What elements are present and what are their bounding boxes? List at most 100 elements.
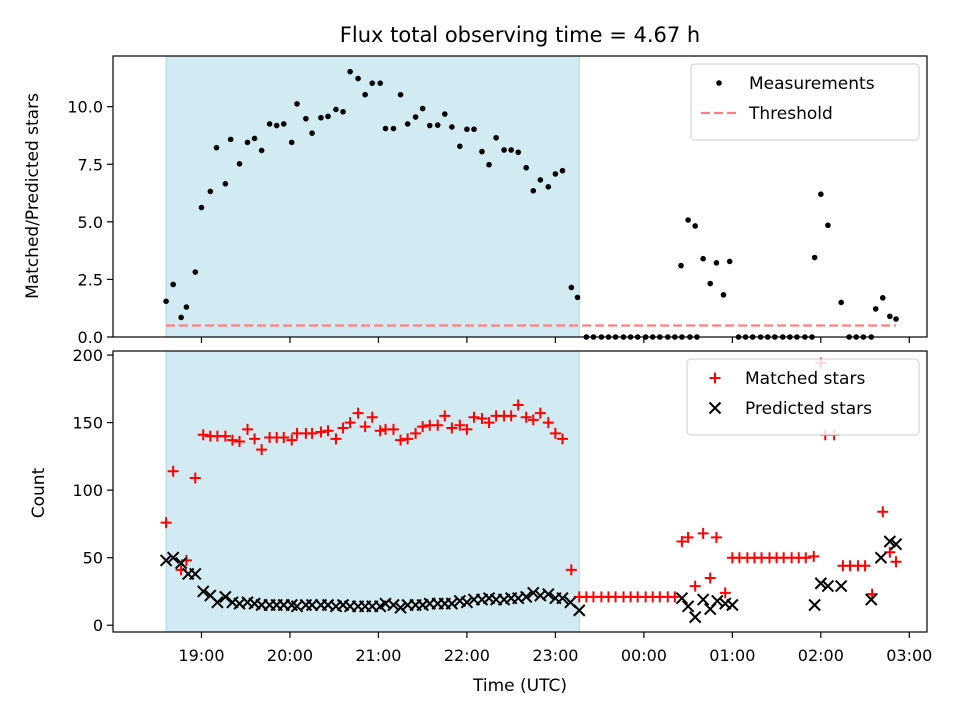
data-point xyxy=(355,75,361,82)
data-point xyxy=(278,431,290,443)
data-point xyxy=(394,601,407,614)
legend-label: Threshold xyxy=(748,104,833,124)
data-point xyxy=(893,316,899,322)
data-point xyxy=(318,114,324,121)
data-point xyxy=(552,171,559,177)
data-point xyxy=(697,527,709,539)
data-point xyxy=(178,314,184,321)
data-point xyxy=(692,223,698,229)
data-point xyxy=(412,114,419,120)
data-point xyxy=(333,106,339,113)
legend-swatch xyxy=(708,401,722,415)
y-tick-label: 5.0 xyxy=(78,213,103,232)
data-point xyxy=(889,537,903,551)
x-tick-label: 02:00 xyxy=(798,646,844,665)
x-tick-label: 22:00 xyxy=(444,646,490,665)
data-point xyxy=(486,161,492,168)
data-point xyxy=(410,427,422,439)
data-point xyxy=(719,587,731,599)
data-point xyxy=(258,147,265,154)
data-point xyxy=(457,143,463,150)
bottom-y-axis-label: Count xyxy=(29,467,49,518)
data-point xyxy=(213,144,220,151)
data-point xyxy=(556,592,569,605)
y-tick-label: 0 xyxy=(93,616,103,635)
legend-swatch xyxy=(709,372,721,384)
legend-swatch xyxy=(716,80,722,86)
data-point xyxy=(818,191,824,197)
data-point xyxy=(226,434,238,446)
data-point xyxy=(352,407,364,419)
data-point xyxy=(439,410,451,422)
data-point xyxy=(249,433,261,445)
data-point xyxy=(219,430,231,442)
data-point xyxy=(573,604,586,617)
data-point xyxy=(382,125,389,132)
legend-box xyxy=(686,358,920,436)
data-point xyxy=(192,269,199,275)
chart-title: Flux total observing time = 4.67 h xyxy=(340,23,700,47)
data-point xyxy=(234,436,246,448)
data-point xyxy=(468,411,480,423)
legend-box xyxy=(690,63,920,141)
data-point xyxy=(527,414,539,426)
data-point xyxy=(387,598,400,612)
data-point xyxy=(170,281,176,288)
data-point xyxy=(402,433,414,445)
data-point xyxy=(454,419,466,431)
data-point xyxy=(726,598,739,612)
data-point xyxy=(527,586,540,600)
data-point xyxy=(369,80,376,86)
data-point xyxy=(322,425,334,437)
data-point xyxy=(800,552,812,564)
data-point xyxy=(859,560,871,572)
data-point xyxy=(395,434,407,446)
data-point xyxy=(366,411,378,423)
data-point xyxy=(449,124,455,130)
data-point xyxy=(720,292,727,298)
data-point xyxy=(461,423,473,435)
data-point xyxy=(198,204,205,211)
y-tick-label: 2.5 xyxy=(78,270,103,289)
data-point xyxy=(811,254,818,261)
data-point xyxy=(808,550,820,562)
data-point xyxy=(303,115,309,122)
y-tick-label: 7.5 xyxy=(78,155,103,174)
data-point xyxy=(834,579,848,593)
data-point xyxy=(574,294,581,301)
data-point xyxy=(434,122,441,128)
data-point xyxy=(286,434,298,446)
data-point xyxy=(865,593,878,606)
data-point xyxy=(211,596,224,609)
data-point xyxy=(676,535,688,547)
y-tick-label: 200 xyxy=(72,346,103,365)
data-point xyxy=(520,411,532,423)
data-point xyxy=(542,417,554,429)
data-point xyxy=(568,284,575,291)
data-point xyxy=(397,91,404,98)
data-point xyxy=(166,551,180,564)
x-tick-label: 23:00 xyxy=(532,646,578,665)
data-point xyxy=(530,187,537,194)
data-point xyxy=(266,121,273,127)
data-point xyxy=(432,419,444,431)
legend-label: Matched stars xyxy=(745,369,865,389)
data-point xyxy=(890,556,902,568)
data-point xyxy=(387,423,399,435)
top-y-axis-label: Matched/Predicted stars xyxy=(23,93,43,299)
data-point xyxy=(374,425,386,437)
data-point xyxy=(280,121,287,127)
series-predicted-stars xyxy=(159,535,903,624)
data-point xyxy=(726,258,733,265)
top-panel-flux-ratio: Matched/Predicted stars 0.0 2.5 5.0 7.5 10.0… xyxy=(23,55,928,347)
data-point xyxy=(713,260,720,266)
data-point xyxy=(542,587,555,601)
data-point xyxy=(688,610,702,624)
data-point xyxy=(417,421,429,433)
series-matched-stars xyxy=(160,357,902,603)
data-point xyxy=(808,598,821,612)
data-point xyxy=(222,181,229,187)
data-point xyxy=(347,68,353,75)
data-point xyxy=(390,125,397,132)
